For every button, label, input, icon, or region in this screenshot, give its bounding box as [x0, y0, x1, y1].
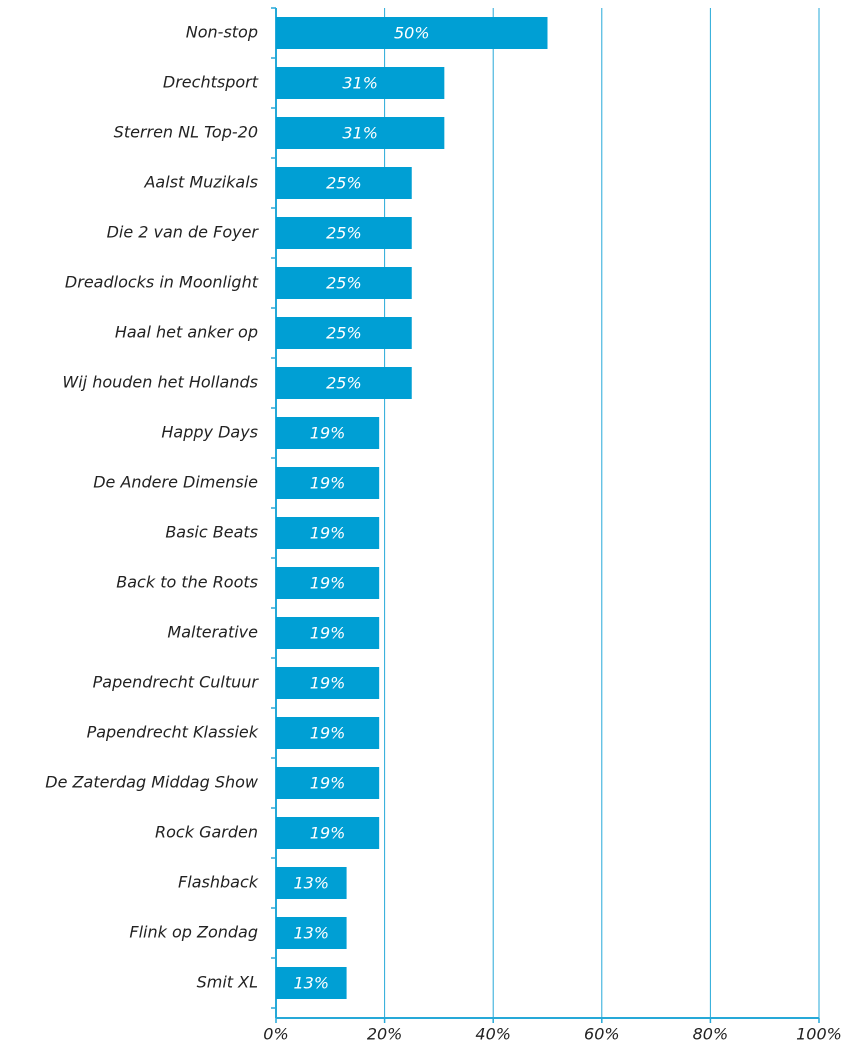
y-tick-label: Drechtsport: [163, 73, 259, 92]
bar: [276, 17, 548, 49]
data-label: 19%: [310, 774, 346, 793]
data-label: 13%: [294, 974, 330, 993]
data-label: 25%: [326, 174, 362, 193]
y-tick-label: Papendrecht Cultuur: [93, 673, 260, 692]
bar: [276, 767, 380, 799]
bar: [276, 217, 412, 249]
data-label: 25%: [326, 224, 362, 243]
y-tick-label: Back to the Roots: [116, 573, 258, 592]
y-tick-label: Wij houden het Hollands: [62, 373, 258, 392]
bar: [276, 667, 380, 699]
bar: [276, 167, 412, 199]
data-label: 31%: [342, 74, 378, 93]
bar: [276, 617, 380, 649]
y-tick-label: Flashback: [178, 873, 259, 892]
data-label: 13%: [294, 874, 330, 893]
y-tick-label: Malterative: [167, 623, 258, 642]
x-tick-label: 80%: [693, 1025, 729, 1044]
data-label: 19%: [310, 724, 346, 743]
y-tick-label: Papendrecht Klassiek: [87, 723, 259, 742]
data-label: 25%: [326, 274, 362, 293]
y-tick-label: Aalst Muzikals: [143, 173, 258, 192]
bar: [276, 817, 380, 849]
bar: [276, 467, 380, 499]
data-label: 50%: [394, 24, 430, 43]
bar: [276, 917, 347, 949]
bar: [276, 267, 412, 299]
data-label: 19%: [310, 474, 346, 493]
y-tick-label: Rock Garden: [155, 823, 258, 842]
data-label: 19%: [310, 574, 346, 593]
y-tick-label: Smit XL: [197, 973, 258, 992]
bar: [276, 317, 412, 349]
data-label: 13%: [294, 924, 330, 943]
data-label: 25%: [326, 374, 362, 393]
data-label: 31%: [342, 124, 378, 143]
x-tick-label: 60%: [584, 1025, 620, 1044]
y-tick-label: Sterren NL Top-20: [114, 123, 258, 142]
bar: [276, 367, 412, 399]
y-tick-label: Dreadlocks in Moonlight: [65, 273, 259, 292]
data-label: 19%: [310, 424, 346, 443]
x-tick-label: 40%: [475, 1025, 511, 1044]
x-tick-label: 0%: [263, 1025, 288, 1044]
data-label: 19%: [310, 624, 346, 643]
bar: [276, 67, 445, 99]
data-label: 19%: [310, 674, 346, 693]
x-tick-label: 20%: [367, 1025, 403, 1044]
bar: [276, 717, 380, 749]
bar: [276, 517, 380, 549]
data-label: 19%: [310, 824, 346, 843]
bar: [276, 417, 380, 449]
data-label: 19%: [310, 524, 346, 543]
bar: [276, 967, 347, 999]
bar: [276, 567, 380, 599]
y-tick-label: Die 2 van de Foyer: [107, 223, 260, 242]
y-tick-label: De Zaterdag Middag Show: [45, 773, 259, 792]
data-label: 25%: [326, 324, 362, 343]
x-tick-label: 100%: [796, 1025, 842, 1044]
y-tick-label: De Andere Dimensie: [93, 473, 258, 492]
y-tick-label: Basic Beats: [165, 523, 258, 542]
y-tick-label: Flink op Zondag: [129, 923, 258, 942]
y-tick-label: Haal het anker op: [115, 323, 258, 342]
bar: [276, 867, 347, 899]
y-tick-label: Non-stop: [186, 23, 258, 42]
y-tick-label: Happy Days: [161, 423, 258, 442]
bar: [276, 117, 445, 149]
